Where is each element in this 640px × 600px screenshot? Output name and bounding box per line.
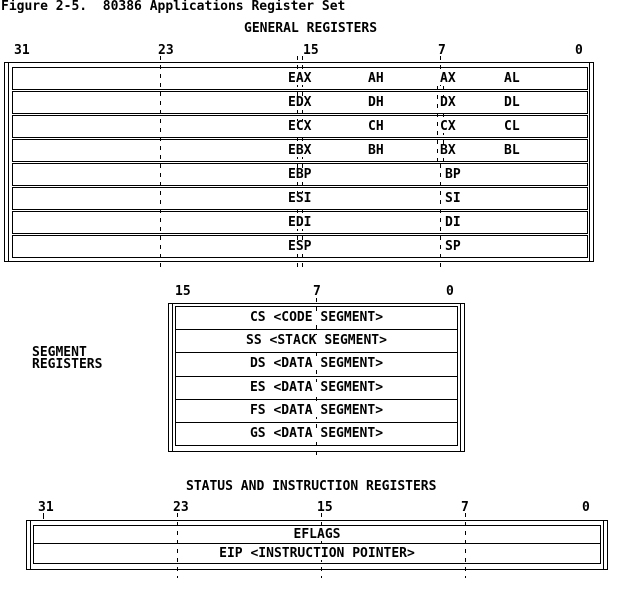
register-name-low8: DL	[502, 94, 522, 110]
status-row-eip: EIP <INSTRUCTION POINTER>	[34, 543, 600, 563]
bit15-dashed-line-a	[297, 56, 298, 268]
register-row-ebx: EBX BH BX BL	[12, 139, 588, 162]
register-name-high8: CH	[366, 118, 386, 134]
bit-label-0: 0	[446, 284, 454, 299]
register-name-32: ESP	[286, 238, 314, 254]
bit-label-15: 15	[175, 284, 191, 299]
general-box-inner-frame	[8, 63, 590, 261]
status-rows: EFLAGS EIP <INSTRUCTION POINTER>	[33, 525, 601, 564]
register-name-16: BX	[438, 142, 458, 158]
bit-label-31: 31	[14, 43, 30, 58]
register-name-16: SP	[443, 238, 463, 254]
bit-label-7: 7	[461, 500, 469, 515]
register-row-edx: EDX DH DX DL	[12, 91, 588, 114]
figure-title: Figure 2-5. 80386 Applications Register …	[1, 0, 346, 14]
segment-row-label: FS <DATA SEGMENT>	[247, 402, 386, 418]
bit7-dashed-line-top	[440, 56, 441, 86]
general-registers-box: EAX AH AX AL EDX DH DX DL ECX CH CX CL E…	[4, 62, 594, 262]
bit-label-7: 7	[438, 43, 446, 58]
register-row-eax: EAX AH AX AL	[12, 67, 588, 90]
bit-label-23: 23	[158, 43, 174, 58]
register-name-high8: BH	[366, 142, 386, 158]
bit15-dashed-line	[321, 513, 322, 578]
status-registers-box: EFLAGS EIP <INSTRUCTION POINTER>	[26, 520, 608, 570]
register-row-edi: EDI DI	[12, 211, 588, 234]
register-row-ebp: EBP BP	[12, 163, 588, 186]
bit-label-7: 7	[313, 284, 321, 299]
register-name-low8: BL	[502, 142, 522, 158]
segment-box-inner-frame	[172, 304, 461, 451]
segment-row-cs: CS <CODE SEGMENT>	[176, 307, 457, 329]
register-name-32: EDX	[286, 94, 314, 110]
register-row-esi: ESI SI	[12, 187, 588, 210]
register-name-32: ESI	[286, 190, 314, 206]
register-name-32: EBP	[286, 166, 314, 182]
register-name-32: ECX	[286, 118, 314, 134]
register-name-high8: AH	[366, 70, 386, 86]
bit7-dashed-line	[465, 513, 466, 578]
bit7-dashed-line-bottom	[440, 164, 441, 268]
bit23-dashed-line	[177, 513, 178, 578]
bit7-dashed-line	[316, 298, 317, 458]
segment-row-label: CS <CODE SEGMENT>	[247, 310, 386, 326]
bit31-tick	[43, 513, 44, 519]
general-registers-title: GENERAL REGISTERS	[244, 21, 378, 36]
register-name-low8: AL	[502, 70, 522, 86]
bit-label-31: 31	[38, 500, 54, 515]
segment-row-label: ES <DATA SEGMENT>	[247, 379, 386, 395]
bit-label-0: 0	[575, 43, 583, 58]
register-name-32: EDI	[286, 214, 314, 230]
register-name-16: CX	[438, 118, 458, 134]
register-name-high8: DH	[366, 94, 386, 110]
segment-registers-label-line2: REGISTERS	[32, 357, 103, 372]
register-name-32: EAX	[286, 70, 314, 86]
segment-registers-box: CS <CODE SEGMENT> SS <STACK SEGMENT> DS …	[168, 303, 465, 452]
register-name-16: DI	[443, 214, 463, 230]
segment-row-ds: DS <DATA SEGMENT>	[176, 352, 457, 375]
bit-label-15: 15	[303, 43, 319, 58]
bit23-dashed-line	[160, 56, 161, 268]
status-box-inner-frame	[30, 521, 604, 569]
register-row-ecx: ECX CH CX CL	[12, 115, 588, 138]
segment-row-label: SS <STACK SEGMENT>	[244, 333, 389, 349]
bit-label-15: 15	[317, 500, 333, 515]
status-registers-title: STATUS AND INSTRUCTION REGISTERS	[186, 479, 437, 494]
register-name-16: BP	[443, 166, 463, 182]
bit15-dashed-line-b	[302, 56, 303, 268]
status-row-label: EFLAGS	[291, 526, 343, 542]
register-name-32: EBX	[286, 142, 314, 158]
bit7-dashed-line-a	[437, 86, 438, 164]
segment-row-label: DS <DATA SEGMENT>	[247, 356, 386, 372]
register-name-low8: CL	[502, 118, 522, 134]
segment-row-label: GS <DATA SEGMENT>	[247, 425, 386, 441]
register-name-16: DX	[438, 94, 458, 110]
segment-rows: CS <CODE SEGMENT> SS <STACK SEGMENT> DS …	[175, 306, 458, 446]
bit-label-23: 23	[173, 500, 189, 515]
status-row-label: EIP <INSTRUCTION POINTER>	[217, 545, 417, 561]
register-name-16: AX	[438, 70, 458, 86]
segment-registers-label-line1: SEGMENT	[32, 345, 87, 360]
bit-label-0: 0	[582, 500, 590, 515]
register-name-16: SI	[443, 190, 463, 206]
status-row-eflags: EFLAGS	[34, 526, 600, 543]
register-row-esp: ESP SP	[12, 235, 588, 258]
